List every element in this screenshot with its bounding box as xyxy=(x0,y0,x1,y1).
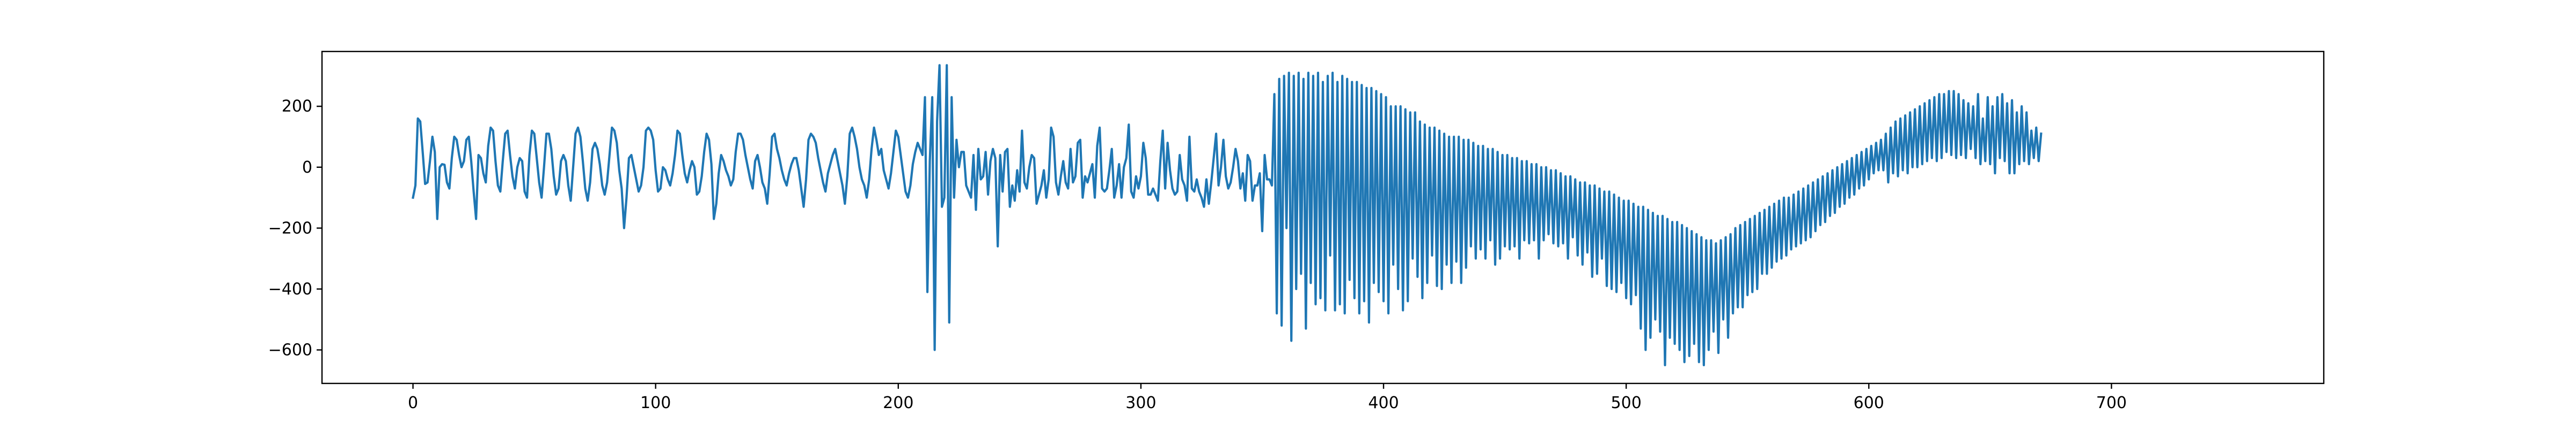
x-tick-label: 0 xyxy=(408,394,418,412)
series-line xyxy=(412,64,2043,367)
axes-frame xyxy=(321,50,2325,384)
x-tick-label: 300 xyxy=(1125,394,1156,412)
x-tick-label: 200 xyxy=(883,394,913,412)
plot-layer xyxy=(412,64,2043,367)
y-tick-label: 200 xyxy=(282,97,312,116)
y-tick-label: 0 xyxy=(302,158,312,177)
x-tick-label: 500 xyxy=(1611,394,1642,412)
y-tick-label: −600 xyxy=(268,341,312,360)
x-tick-label: 700 xyxy=(2096,394,2127,412)
x-tick-label: 100 xyxy=(640,394,671,412)
y-tick-label: −400 xyxy=(268,280,312,299)
ticks-layer: 0 100 200 300 400 500 600 700 −600 −400 −200 0 200 xyxy=(268,97,2127,412)
x-tick-label: 600 xyxy=(1854,394,1884,412)
x-tick-label: 400 xyxy=(1368,394,1399,412)
y-tick-label: −200 xyxy=(268,219,312,238)
